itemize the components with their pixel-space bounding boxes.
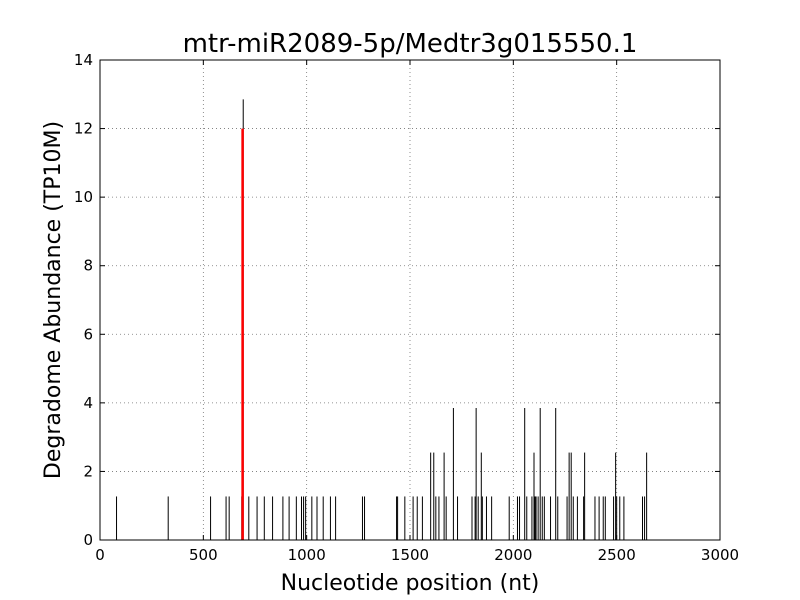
y-tick-label: 0 <box>83 531 93 549</box>
bars <box>116 99 648 540</box>
x-axis-label: Nucleotide position (nt) <box>281 571 540 596</box>
y-tick-label: 12 <box>74 120 93 138</box>
y-tick-label: 14 <box>74 51 93 69</box>
grid <box>100 60 720 540</box>
y-tick-label: 2 <box>83 462 93 480</box>
chart-title: mtr-miR2089-5p/Medtr3g015550.1 <box>183 29 638 59</box>
y-tick-label: 4 <box>83 394 93 412</box>
x-tick-label: 0 <box>95 546 105 564</box>
y-tick-label: 10 <box>74 188 93 206</box>
y-tick-label: 6 <box>83 325 93 343</box>
x-tick-label: 1000 <box>288 546 326 564</box>
x-tick-label: 500 <box>189 546 218 564</box>
x-tick-label: 2500 <box>598 546 636 564</box>
y-axis-label: Degradome Abundance (TP10M) <box>41 121 66 479</box>
x-tick-label: 1500 <box>391 546 429 564</box>
x-tick-label: 2000 <box>494 546 532 564</box>
x-tick-label: 3000 <box>701 546 739 564</box>
y-tick-label: 8 <box>83 257 93 275</box>
axis-ticks: 0 500 1000 1500 2000 2500 3000 0 2 4 6 8 10 12 14 <box>74 51 739 564</box>
